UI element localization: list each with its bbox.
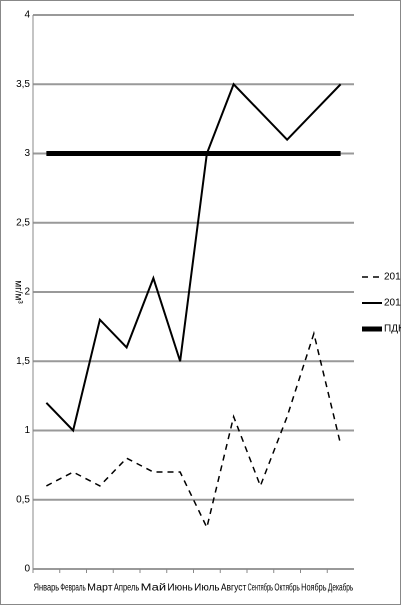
x-tick-label: Декабрь — [328, 582, 353, 594]
x-tick-label: Май — [141, 583, 166, 594]
x-tick-label: Март — [87, 583, 113, 594]
legend-label: ПДК — [384, 324, 401, 335]
y-tick-label: 4 — [24, 10, 30, 21]
x-tick-label: Ноябрь — [301, 582, 326, 594]
y-tick-label: 1 — [24, 425, 30, 436]
x-tick-label: Июнь — [167, 583, 192, 594]
x-tick-label: Октябрь — [274, 582, 299, 594]
x-tick-label: Январь — [34, 583, 59, 594]
y-tick-label: 2,5 — [16, 217, 30, 228]
legend-label: 2011 — [384, 298, 401, 309]
y-tick-label: 1,5 — [16, 356, 30, 367]
y-axis-label: мг/м³ — [12, 280, 23, 304]
x-tick-label: Август — [221, 583, 247, 594]
legend-label: 2010 — [384, 272, 401, 283]
y-tick-label: 0 — [24, 564, 30, 575]
series-line — [45, 82, 342, 433]
y-tick-label: 2 — [24, 287, 30, 298]
x-tick-label: Июль — [194, 583, 219, 594]
y-tick-label: 0,5 — [16, 494, 30, 505]
x-tick-label: Апрель — [114, 583, 139, 594]
y-tick-label: 3,5 — [16, 79, 30, 90]
x-tick-label: Февраль — [60, 583, 85, 594]
series-line — [46, 330, 342, 530]
x-tick-label: Сентябрь — [248, 582, 273, 594]
y-tick-label: 3 — [24, 148, 30, 159]
